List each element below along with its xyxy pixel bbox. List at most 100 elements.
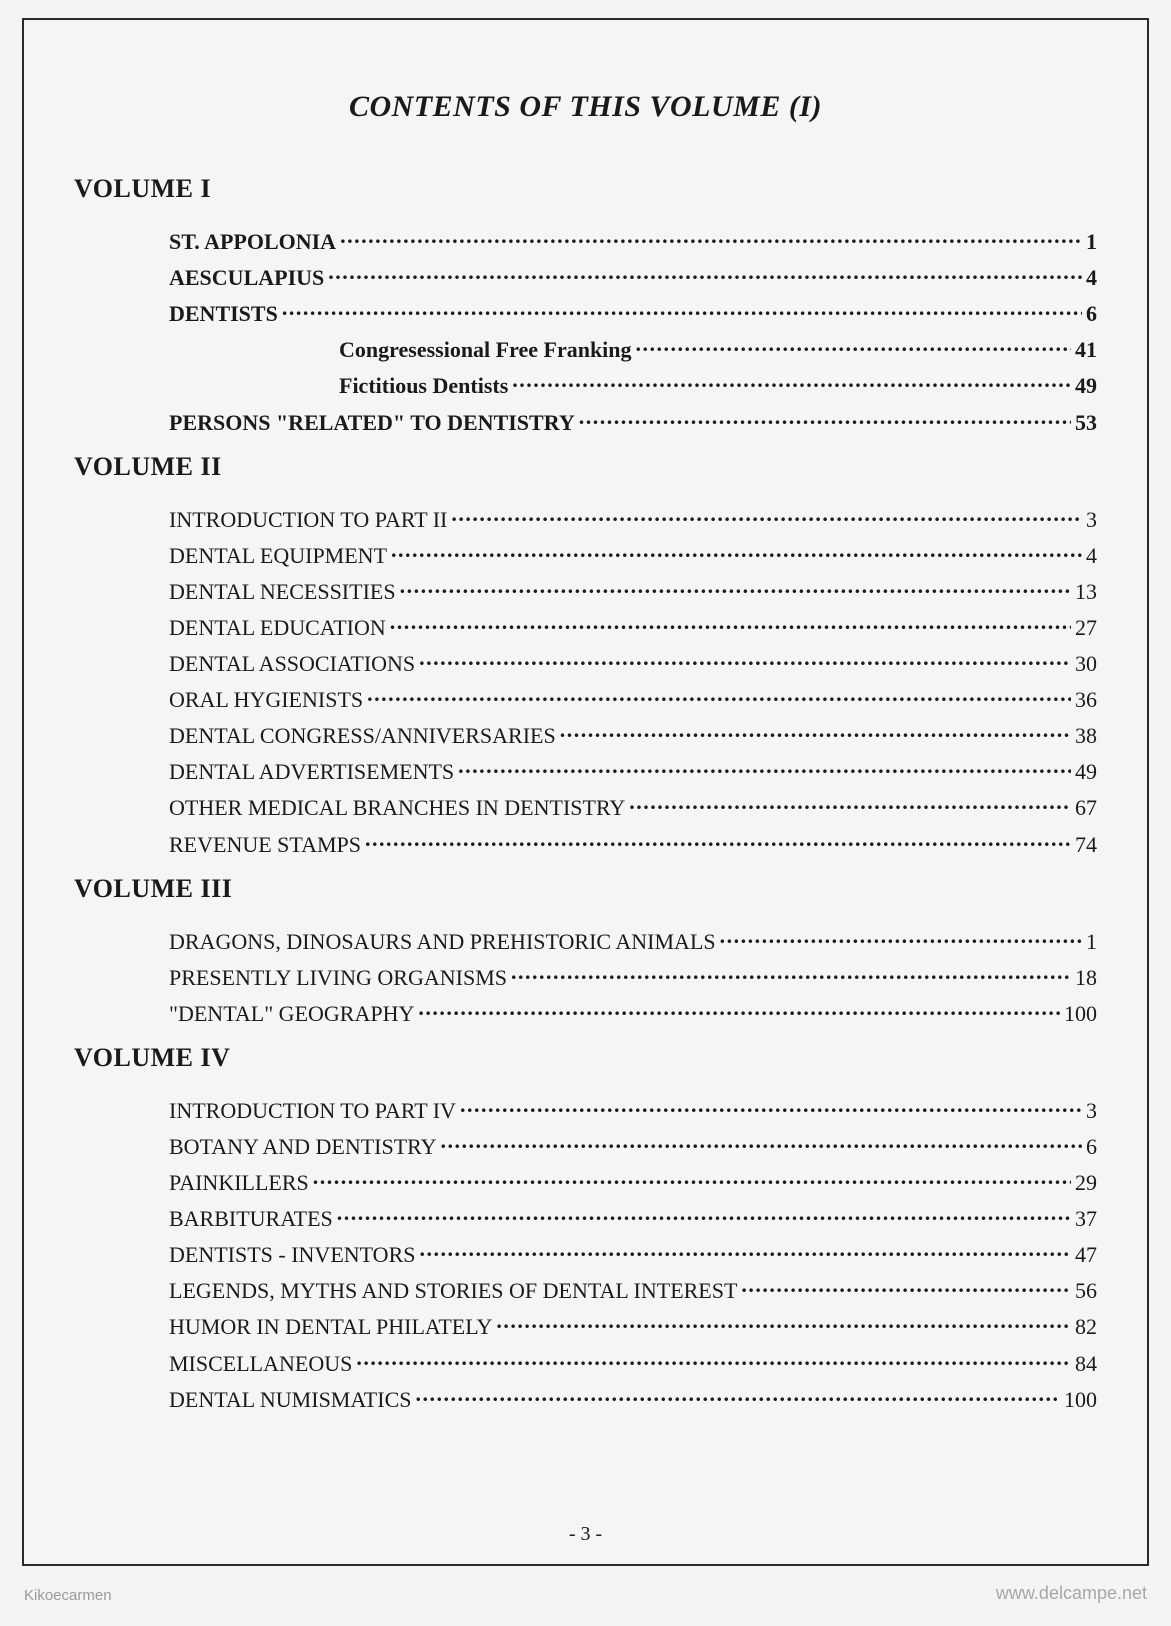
toc-row: LEGENDS, MYTHS AND STORIES OF DENTAL INT… xyxy=(169,1275,1097,1304)
toc-row: ST. APPOLONIA 1 xyxy=(169,226,1097,255)
toc-page: 49 xyxy=(1075,759,1097,785)
toc-page: 49 xyxy=(1075,373,1097,399)
toc-page: 41 xyxy=(1075,337,1097,363)
page-number: - 3 - xyxy=(24,1523,1147,1546)
toc-row: DENTAL CONGRESS/ANNIVERSARIES 38 xyxy=(169,720,1097,749)
toc-row: DRAGONS, DINOSAURS AND PREHISTORIC ANIMA… xyxy=(169,926,1097,955)
toc-leader xyxy=(458,756,1071,779)
toc-row: PRESENTLY LIVING ORGANISMS 18 xyxy=(169,962,1097,991)
watermark-right: www.delcampe.net xyxy=(996,1583,1147,1604)
page-title: CONTENTS OF THIS VOLUME (I) xyxy=(74,90,1097,124)
toc-row: "DENTAL" GEOGRAPHY 100 xyxy=(169,998,1097,1027)
toc-leader xyxy=(418,998,1060,1021)
toc-row: MISCELLANEOUS 84 xyxy=(169,1347,1097,1376)
toc-page: 84 xyxy=(1075,1351,1097,1377)
toc-label: BARBITURATES xyxy=(169,1206,333,1232)
toc-page: 37 xyxy=(1075,1206,1097,1232)
volume-header: VOLUME IV xyxy=(74,1043,1097,1073)
page-border: CONTENTS OF THIS VOLUME (I) VOLUME I ST. … xyxy=(22,18,1149,1566)
toc-label: REVENUE STAMPS xyxy=(169,832,361,858)
toc-leader xyxy=(496,1311,1071,1334)
toc-page: 47 xyxy=(1075,1242,1097,1268)
toc-leader xyxy=(579,406,1071,429)
toc-leader xyxy=(720,926,1082,949)
toc-label: Congresessional Free Franking xyxy=(339,337,632,363)
toc-row: BOTANY AND DENTISTRY6 xyxy=(169,1131,1097,1160)
volume-header: VOLUME I xyxy=(74,174,1097,204)
toc-page: 18 xyxy=(1075,965,1097,991)
toc-leader xyxy=(282,298,1082,321)
toc-page: 67 xyxy=(1075,795,1097,821)
toc-label: ST. APPOLONIA xyxy=(169,229,336,255)
toc-row: PERSONS "RELATED" TO DENTISTRY53 xyxy=(169,406,1097,435)
toc-row: DENTAL EDUCATION27 xyxy=(169,612,1097,641)
toc-page: 36 xyxy=(1075,687,1097,713)
toc-row: DENTAL ASSOCIATIONS30 xyxy=(169,648,1097,677)
toc-page: 53 xyxy=(1075,410,1097,436)
toc-label: PRESENTLY LIVING ORGANISMS xyxy=(169,965,507,991)
toc-label: PAINKILLERS xyxy=(169,1170,309,1196)
toc-section: INTRODUCTION TO PART II3 DENTAL EQUIPMENT… xyxy=(74,504,1097,858)
toc-page: 3 xyxy=(1086,507,1097,533)
toc-row: AESCULAPIUS 4 xyxy=(169,262,1097,291)
toc-leader xyxy=(390,612,1071,635)
toc-leader xyxy=(511,962,1071,985)
toc-label: HUMOR IN DENTAL PHILATELY xyxy=(169,1314,492,1340)
toc-leader xyxy=(441,1131,1082,1154)
toc-page: 4 xyxy=(1086,543,1097,569)
toc-page: 27 xyxy=(1075,615,1097,641)
toc-label: DENTISTS - INVENTORS xyxy=(169,1242,415,1268)
toc-page: 100 xyxy=(1064,1387,1097,1413)
toc-leader xyxy=(560,720,1071,743)
toc-page: 100 xyxy=(1064,1001,1097,1027)
toc-leader xyxy=(337,1203,1071,1226)
toc-label: BOTANY AND DENTISTRY xyxy=(169,1134,437,1160)
toc-row: DENTAL NUMISMATICS 100 xyxy=(169,1384,1097,1413)
toc-row: DENTAL ADVERTISEMENTS 49 xyxy=(169,756,1097,785)
toc-label: DENTISTS xyxy=(169,301,278,327)
toc-row: DENTAL NECESSITIES13 xyxy=(169,576,1097,605)
toc-leader xyxy=(629,792,1071,815)
toc-page: 4 xyxy=(1086,265,1097,291)
toc-row: DENTAL EQUIPMENT 4 xyxy=(169,540,1097,569)
toc-row: Fictitious Dentists49 xyxy=(169,370,1097,399)
toc-leader xyxy=(365,828,1071,851)
toc-label: DENTAL NUMISMATICS xyxy=(169,1387,411,1413)
toc-label: DENTAL EQUIPMENT xyxy=(169,543,387,569)
toc-row: Congresessional Free Franking 41 xyxy=(169,334,1097,363)
toc-label: DENTAL ASSOCIATIONS xyxy=(169,651,415,677)
toc-leader xyxy=(741,1275,1071,1298)
toc-page: 74 xyxy=(1075,832,1097,858)
toc-label: "DENTAL" GEOGRAPHY xyxy=(169,1001,414,1027)
toc-page: 3 xyxy=(1086,1098,1097,1124)
toc-row: DENTISTS - INVENTORS 47 xyxy=(169,1239,1097,1268)
toc-label: DRAGONS, DINOSAURS AND PREHISTORIC ANIMA… xyxy=(169,929,716,955)
toc-section: ST. APPOLONIA 1 AESCULAPIUS 4 DENTISTS 6 Congr… xyxy=(74,226,1097,436)
toc-leader xyxy=(400,576,1071,599)
toc-label: DENTAL ADVERTISEMENTS xyxy=(169,759,454,785)
toc-row: OTHER MEDICAL BRANCHES IN DENTISTRY 67 xyxy=(169,792,1097,821)
toc-label: INTRODUCTION TO PART IV xyxy=(169,1098,456,1124)
toc-leader xyxy=(512,370,1071,393)
toc-label: OTHER MEDICAL BRANCHES IN DENTISTRY xyxy=(169,795,625,821)
toc-page: 6 xyxy=(1086,301,1097,327)
toc-label: DENTAL CONGRESS/ANNIVERSARIES xyxy=(169,723,556,749)
toc-page: 38 xyxy=(1075,723,1097,749)
toc-page: 1 xyxy=(1086,229,1097,255)
toc-leader xyxy=(451,504,1082,527)
toc-row: INTRODUCTION TO PART IV 3 xyxy=(169,1095,1097,1124)
toc-section: INTRODUCTION TO PART IV 3 BOTANY AND DENTI… xyxy=(74,1095,1097,1413)
toc-container: VOLUME I ST. APPOLONIA 1 AESCULAPIUS 4 DENTIS… xyxy=(74,174,1097,1413)
toc-row: INTRODUCTION TO PART II3 xyxy=(169,504,1097,533)
toc-label: MISCELLANEOUS xyxy=(169,1351,352,1377)
toc-label: AESCULAPIUS xyxy=(169,265,324,291)
toc-leader xyxy=(415,1384,1060,1407)
toc-leader xyxy=(419,1239,1071,1262)
volume-header: VOLUME II xyxy=(74,452,1097,482)
toc-row: BARBITURATES 37 xyxy=(169,1203,1097,1232)
watermark-left: Kikoecarmen xyxy=(24,1587,112,1604)
toc-page: 56 xyxy=(1075,1278,1097,1304)
toc-page: 1 xyxy=(1086,929,1097,955)
toc-row: REVENUE STAMPS 74 xyxy=(169,828,1097,857)
toc-page: 82 xyxy=(1075,1314,1097,1340)
